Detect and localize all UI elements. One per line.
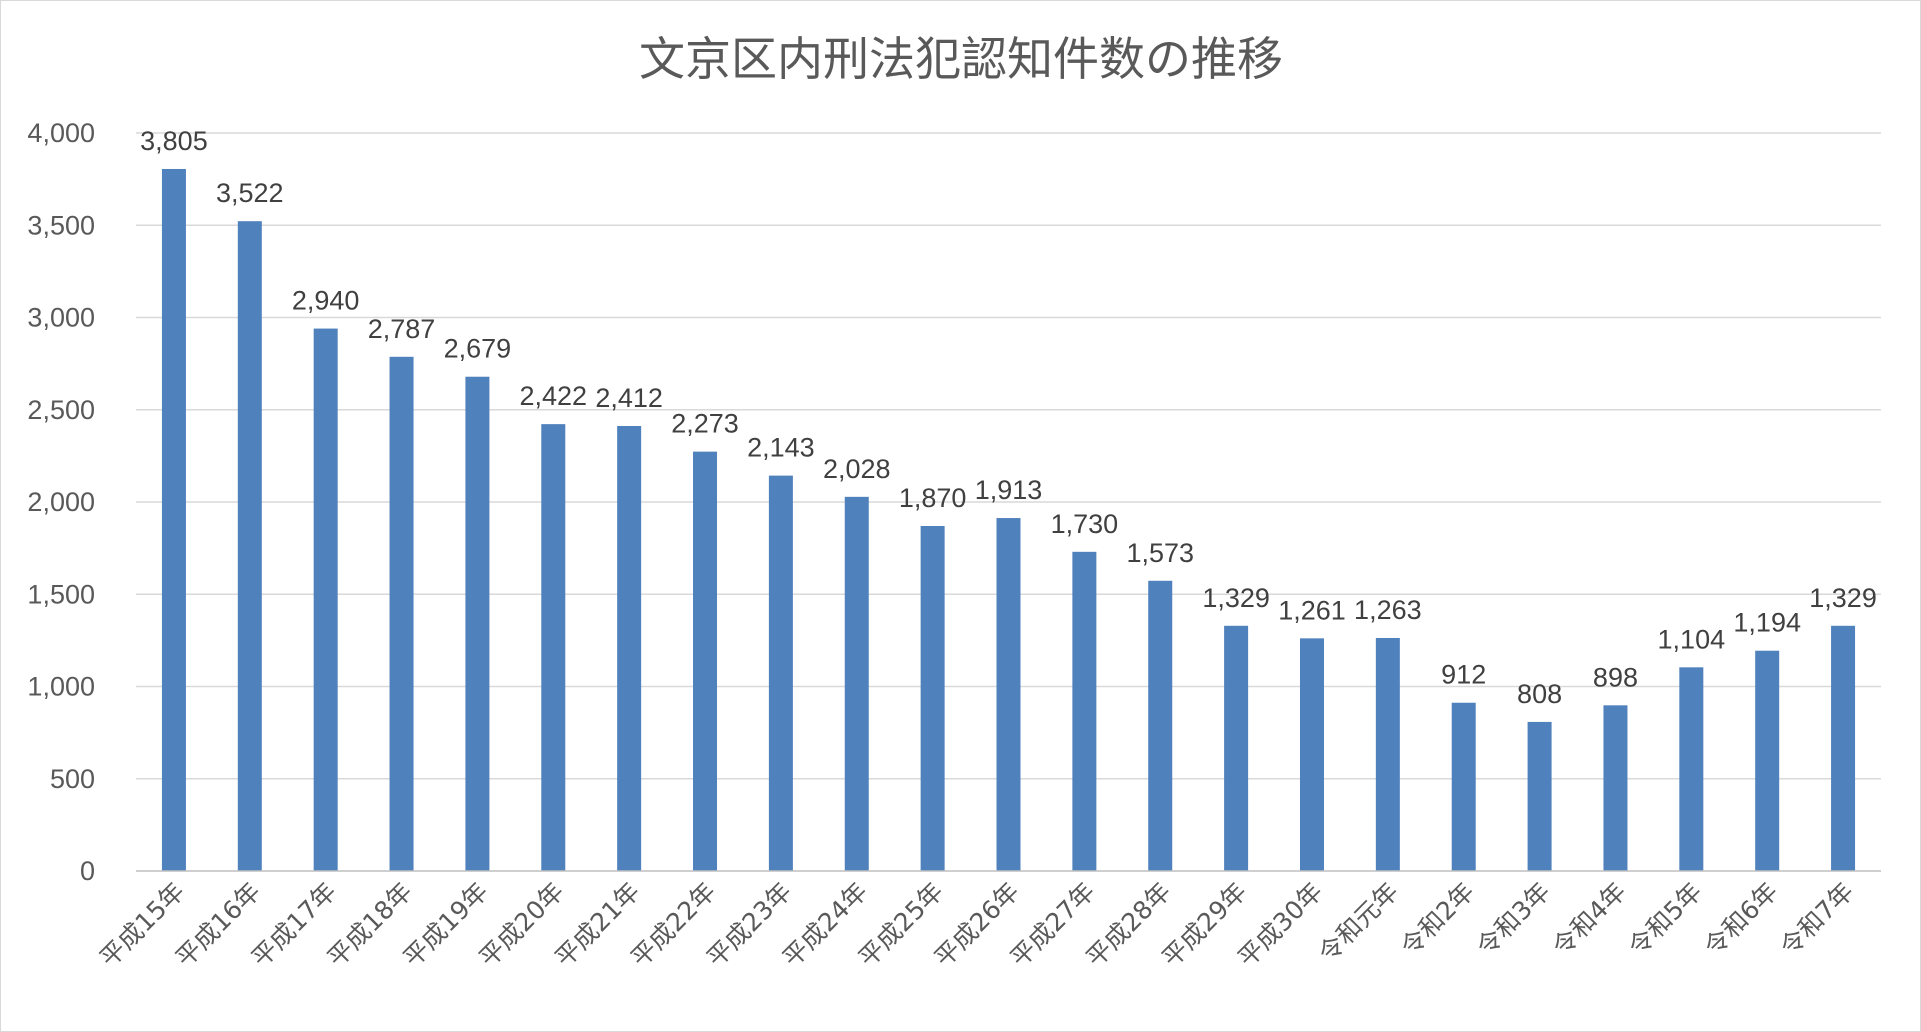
- y-tick-label: 2,000: [27, 487, 95, 517]
- data-label: 1,730: [1051, 509, 1119, 539]
- x-tick-label: 令和4年: [1547, 877, 1632, 962]
- bar: [1072, 551, 1097, 871]
- data-label: 2,787: [368, 314, 436, 344]
- y-tick-label: 3,500: [27, 210, 95, 240]
- x-tick-label: 令和元年: [1313, 877, 1404, 968]
- x-tick-label: 令和2年: [1395, 877, 1480, 962]
- data-label: 3,805: [140, 126, 208, 156]
- data-label: 898: [1593, 662, 1638, 692]
- data-label: 2,273: [671, 409, 739, 439]
- x-tick-label: 令和6年: [1699, 877, 1784, 962]
- bar: [1375, 637, 1400, 871]
- y-tick-label: 3,000: [27, 303, 95, 333]
- bar: [768, 475, 793, 871]
- bar: [1603, 705, 1628, 871]
- bar: [465, 376, 490, 871]
- data-label: 1,329: [1202, 583, 1270, 613]
- bar: [1299, 638, 1324, 871]
- bar: [389, 356, 414, 872]
- bar: [1148, 580, 1173, 871]
- x-tick-label: 令和5年: [1623, 877, 1708, 962]
- data-label: 2,028: [823, 454, 891, 484]
- bar: [996, 518, 1021, 871]
- y-tick-label: 0: [80, 856, 95, 886]
- data-label: 2,940: [292, 286, 360, 316]
- bar: [1451, 702, 1476, 871]
- data-label: 1,261: [1278, 595, 1346, 625]
- x-tick-label: 令和3年: [1471, 877, 1556, 962]
- bar: [1224, 625, 1249, 871]
- bar: [693, 451, 718, 871]
- y-tick-label: 2,500: [27, 395, 95, 425]
- bar: [1679, 667, 1704, 871]
- data-label: 2,143: [747, 433, 815, 463]
- data-label: 1,194: [1733, 608, 1801, 638]
- y-axis-tick-labels: 0 500 1,000 1,500 2,000 2,500 3,000 3,500 4,000: [27, 118, 95, 886]
- chart-title: 文京区内刑法犯認知件数の推移: [639, 32, 1283, 86]
- data-label: 1,573: [1126, 538, 1194, 568]
- bar: [1755, 650, 1780, 871]
- data-label: 1,329: [1809, 583, 1877, 613]
- data-label: 2,422: [519, 381, 587, 411]
- bar: [161, 168, 186, 872]
- data-label: 2,412: [595, 383, 663, 413]
- bar: [1527, 721, 1552, 871]
- bar: [1831, 625, 1856, 871]
- y-tick-label: 4,000: [27, 118, 95, 148]
- x-tick-label: 平成30年: [1232, 877, 1328, 973]
- bar: [313, 328, 338, 871]
- data-label: 808: [1517, 679, 1562, 709]
- data-label: 1,913: [975, 475, 1043, 505]
- bar: [237, 221, 262, 872]
- data-label: 1,104: [1658, 624, 1726, 654]
- data-label: 3,522: [216, 178, 284, 208]
- bar: [617, 425, 642, 871]
- x-axis-tick-labels: 平成15年平成16年平成17年平成18年平成19年平成20年平成21年平成22年…: [94, 877, 1859, 973]
- data-label: 1,263: [1354, 595, 1422, 625]
- data-label: 912: [1441, 660, 1486, 690]
- y-tick-label: 1,000: [27, 672, 95, 702]
- data-label: 2,679: [444, 334, 512, 364]
- x-tick-label: 令和7年: [1775, 877, 1860, 962]
- bar: [541, 424, 566, 871]
- bar: [920, 525, 945, 871]
- data-label: 1,870: [899, 483, 967, 513]
- y-tick-label: 500: [50, 764, 95, 794]
- bar: [844, 496, 869, 871]
- bars: [161, 168, 1856, 872]
- y-tick-label: 1,500: [27, 579, 95, 609]
